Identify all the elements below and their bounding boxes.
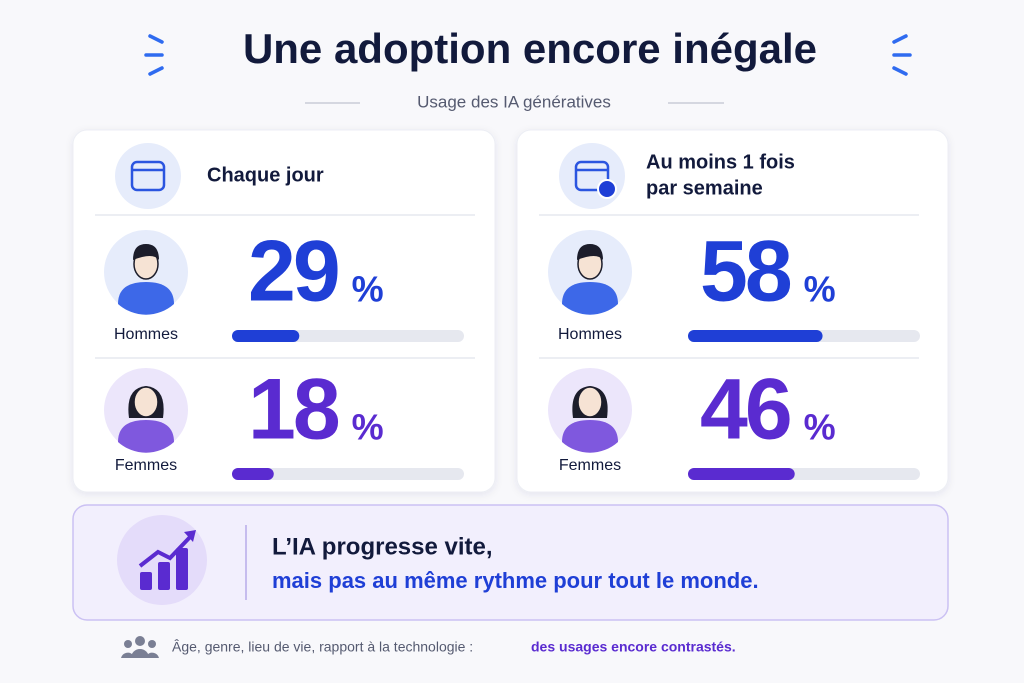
check-icon (597, 179, 617, 199)
footer-highlight: des usages encore contrastés. (531, 639, 736, 655)
card-title: Chaque jour (207, 164, 324, 186)
card-title: par semaine (646, 177, 763, 199)
bar (232, 330, 300, 342)
row-name: Femmes (115, 457, 177, 474)
calendar-icon (130, 160, 166, 192)
decor (144, 34, 912, 76)
chart-icon (138, 530, 196, 590)
row-name: Hommes (114, 326, 178, 343)
row-name: Femmes (559, 457, 621, 474)
avatar-body (118, 282, 174, 315)
bar-track (232, 468, 464, 480)
avatar-body (118, 420, 174, 453)
footer-text: Âge, genre, lieu de vie, rapport à la te… (172, 639, 473, 655)
value: 18 (248, 362, 339, 458)
subtitle: Usage des IA génératives (417, 92, 611, 111)
card-title: Au moins 1 fois (646, 151, 795, 173)
banner-icon (117, 515, 207, 605)
avatar-hair (133, 244, 159, 260)
value: 46 (700, 362, 790, 458)
banner-line2: mais pas au même rythme pour tout le mon… (272, 568, 759, 593)
unit: % (352, 269, 384, 310)
people-icon (121, 636, 159, 658)
bar (232, 468, 274, 480)
row-name: Hommes (558, 326, 622, 343)
avatar-hair (577, 244, 603, 260)
unit: % (804, 407, 836, 448)
banner (72, 504, 949, 621)
avatar-face (133, 386, 159, 418)
title: Une adoption encore inégale (243, 25, 817, 72)
avatar-body (562, 282, 618, 315)
avatar-body (562, 420, 618, 453)
unit: % (804, 269, 836, 310)
value: 29 (248, 224, 338, 320)
banner-line1: L’IA progresse vite, (272, 533, 493, 560)
value: 58 (700, 224, 791, 320)
unit: % (352, 407, 384, 448)
bar (688, 330, 823, 342)
avatar-face (577, 386, 603, 418)
calendar-icon (574, 160, 610, 192)
bar (688, 468, 795, 480)
card-icon-bg (559, 143, 625, 209)
card-icon-bg (115, 143, 181, 209)
